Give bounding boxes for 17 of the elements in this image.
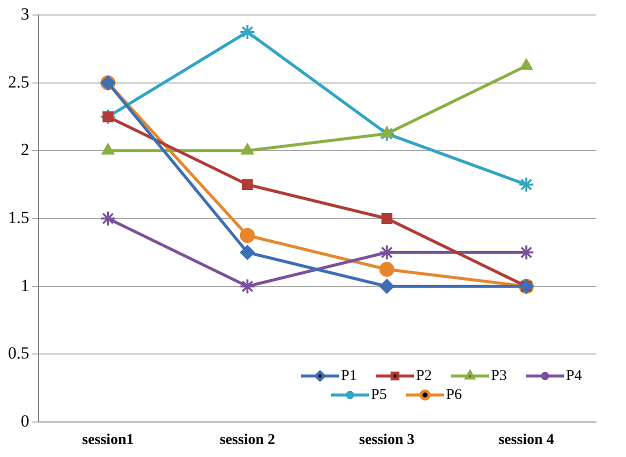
legend-label: P6 xyxy=(446,386,462,403)
y-tick-label: 2 xyxy=(20,140,30,160)
y-tick-label: 0 xyxy=(20,411,30,430)
x-tick-label: session 2 xyxy=(220,432,276,448)
y-tick-label: 2.5 xyxy=(8,72,30,92)
y-tick-label: 1.5 xyxy=(8,208,30,227)
y-tick-label: 0.5 xyxy=(8,344,30,363)
legend-label: P1 xyxy=(341,368,357,384)
x-tick-label: session 3 xyxy=(359,432,415,448)
x-tick-label: session1 xyxy=(82,432,134,448)
legend-label: P5 xyxy=(371,386,387,403)
legend-label: P2 xyxy=(416,368,432,384)
legend-label: P3 xyxy=(491,368,507,384)
x-tick-label: session 4 xyxy=(498,432,554,448)
y-tick-label: 3 xyxy=(20,4,30,24)
legend-label: P4 xyxy=(566,368,582,384)
y-tick-label: 1 xyxy=(20,276,30,295)
